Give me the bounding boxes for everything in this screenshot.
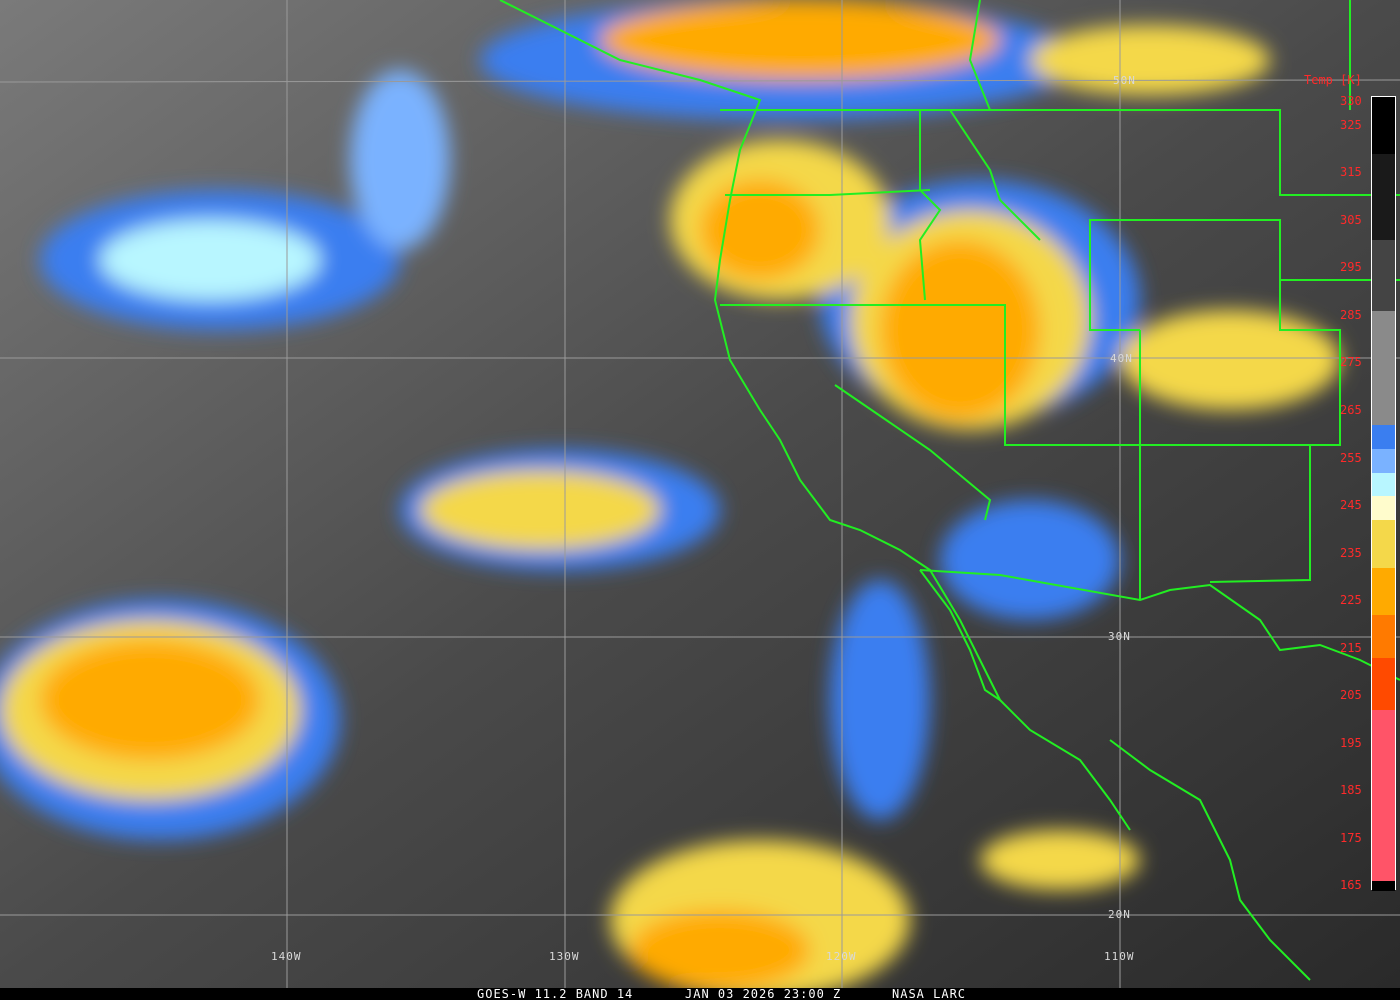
colorbar-label: 235: [1340, 545, 1362, 560]
colorbar-label: 195: [1340, 735, 1362, 750]
lon-label-130w: 130W: [549, 950, 580, 963]
lat-label-50n: 50N: [1113, 74, 1136, 87]
colorbar-segment: [1372, 472, 1395, 497]
colorbar-label: 330: [1340, 94, 1362, 108]
image-caption: GOES-W 11.2 BAND 14 JAN 03 2026 23:00 Z …: [0, 988, 1400, 1000]
colorbar-label: 295: [1340, 260, 1362, 275]
colorbar-segment: [1372, 239, 1395, 311]
colorbar-segment: [1372, 881, 1395, 891]
colorbar-segment: [1372, 97, 1395, 155]
colorbar-segment: [1372, 448, 1395, 473]
lon-label-120w: 120W: [826, 950, 857, 963]
colorbar-segment: [1372, 154, 1395, 240]
colorbar-label: 225: [1340, 593, 1362, 608]
caption-datetime: JAN 03 2026 23:00 Z: [685, 987, 842, 1000]
colorbar-label: 175: [1340, 830, 1362, 845]
caption-source: NASA LARC: [892, 987, 967, 1000]
temperature-colorbar: [1371, 96, 1396, 891]
colorbar-segment: [1372, 657, 1395, 711]
colorbar-label: 315: [1340, 165, 1362, 180]
colorbar-label: 165: [1340, 878, 1362, 893]
lat-label-20n: 20N: [1108, 908, 1131, 921]
colorbar-segment: [1372, 615, 1395, 658]
colorbar-segment: [1372, 496, 1395, 521]
colorbar-segment: [1372, 710, 1395, 882]
colorbar-label: 205: [1340, 688, 1362, 703]
lat-label-30n: 30N: [1108, 630, 1131, 643]
colorbar-label: 285: [1340, 307, 1362, 322]
colorbar-label: 265: [1340, 403, 1362, 418]
colorbar-label: 305: [1340, 212, 1362, 227]
colorbar-title: Temp [K]: [1304, 73, 1362, 87]
lon-label-110w: 110W: [1104, 950, 1135, 963]
colorbar-segment: [1372, 425, 1395, 449]
colorbar-segment: [1372, 310, 1395, 426]
colorbar-label: 245: [1340, 498, 1362, 513]
cloud-fields: [0, 0, 1340, 988]
lon-label-140w: 140W: [271, 950, 302, 963]
colorbar-label: 215: [1340, 640, 1362, 655]
colorbar-label: 255: [1340, 450, 1362, 465]
colorbar-label: 325: [1340, 117, 1362, 132]
colorbar-label: 275: [1340, 355, 1362, 370]
boundaries: [499, 0, 1400, 981]
colorbar-segment: [1372, 567, 1395, 616]
lat-label-40n: 40N: [1110, 352, 1133, 365]
colorbar-segment: [1372, 520, 1395, 568]
colorbar-label: 185: [1340, 783, 1362, 798]
caption-satellite: GOES-W 11.2 BAND 14: [477, 987, 634, 1000]
